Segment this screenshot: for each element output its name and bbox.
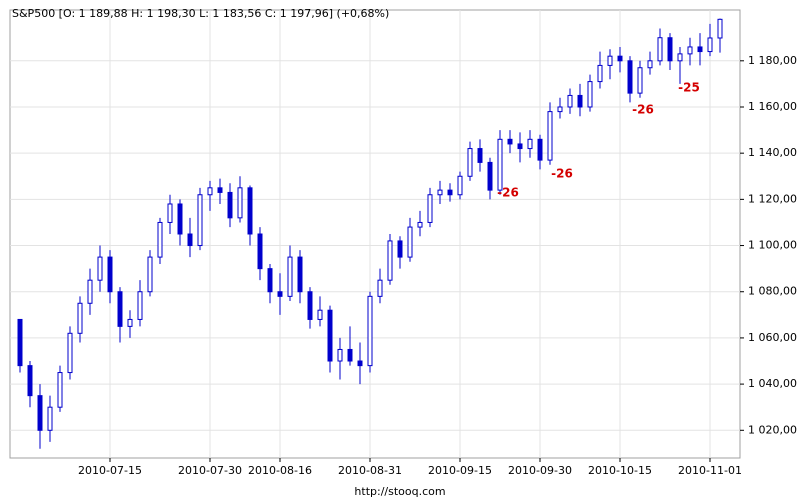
candle-body [237,187,243,219]
candle-body [537,138,543,161]
candle-body [267,268,273,293]
candle-body [137,291,143,320]
candle-body [527,138,533,150]
candle-body [717,18,723,39]
annotation: -26 [632,103,654,117]
x-tick-label: 2010-11-01 [678,464,742,477]
candle-body [507,138,513,145]
candle-body [407,226,413,258]
candle-body [577,94,583,108]
candle-body [277,291,283,297]
candle-body [57,372,63,408]
y-tick-label: 1 060,00 [748,331,797,344]
candle-body [247,187,253,235]
x-tick-label: 2010-07-15 [78,464,142,477]
candle-body [367,295,373,367]
candle-body [427,194,433,223]
candle-body [67,332,73,374]
candle-body [97,256,103,281]
candle-body [657,37,663,62]
x-tick-label: 2010-07-30 [178,464,242,477]
annotation: -25 [678,81,700,95]
x-tick-label: 2010-08-16 [248,464,312,477]
candle-body [397,240,403,258]
candle-body [687,46,693,55]
candle-body [107,256,113,293]
y-tick-label: 1 160,00 [748,100,797,113]
candle-body [27,365,33,397]
candle-body [117,291,123,327]
candle-body [167,203,173,223]
candle-body [77,302,83,334]
candle-body [697,46,703,53]
candle-body [17,318,23,367]
candle-body [377,279,383,297]
candle-body [187,233,193,247]
annotation: -26 [497,186,519,200]
candle-body [177,203,183,235]
x-tick-label: 2010-09-15 [428,464,492,477]
candle-body [587,81,593,108]
candle-body [87,279,93,304]
candle-body [347,348,353,362]
candle-body [387,240,393,281]
candle-body [547,111,553,161]
candles [17,18,723,449]
candle-body [597,64,603,83]
candle-body [157,221,163,258]
candle-body [207,187,213,196]
candle-body [677,53,683,62]
candle-body [647,60,653,69]
candle-body [467,148,473,177]
candle-body [497,138,503,191]
candle-body [457,175,463,196]
candle-body [417,221,423,228]
y-tick-label: 1 080,00 [748,285,797,298]
candle-body [257,233,263,270]
candle-body [477,148,483,163]
candle-body [707,37,713,53]
candle-body [487,161,493,191]
candle-body [337,348,343,362]
candle-body [287,256,293,297]
candle-body [667,37,673,62]
y-tick-label: 1 100,00 [748,239,797,252]
candle-body [297,256,303,293]
candle-body [307,291,313,320]
candle-body [617,55,623,62]
candle-body [567,94,573,108]
candle-body [557,106,563,113]
y-tick-label: 1 120,00 [748,192,797,205]
candle-body [517,143,523,150]
footer: http://stooq.com [354,485,445,498]
candle-body [127,318,133,327]
y-tick-label: 1 020,00 [748,423,797,436]
y-tick-label: 1 040,00 [748,377,797,390]
y-tick-label: 1 180,00 [748,54,797,67]
candle-body [637,67,643,94]
candle-body [37,395,43,431]
x-tick-label: 2010-08-31 [338,464,402,477]
chart-title: S&P500 [O: 1 189,88 H: 1 198,30 L: 1 183… [12,7,389,20]
annotation: -26 [551,167,573,181]
candle-body [317,309,323,320]
candle-body [227,191,233,219]
x-tick-label: 2010-09-30 [508,464,572,477]
candle-body [357,360,363,367]
x-tick-label: 2010-10-15 [588,464,652,477]
candle-body [327,309,333,362]
grid [10,10,740,458]
candle-body [437,189,443,196]
candle-body [607,55,613,66]
candle-body [627,60,633,94]
candle-body [197,194,203,247]
candle-body [447,189,453,196]
candle-body [147,256,153,293]
candle-body [47,406,53,431]
candle-body [217,187,223,193]
plot-area [9,9,741,459]
y-tick-label: 1 140,00 [748,146,797,159]
